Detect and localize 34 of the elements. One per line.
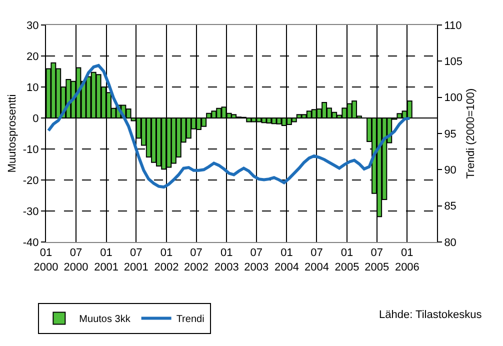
x-tick-label: 01 2004 — [274, 247, 299, 274]
y2-tick-label: 110 — [444, 20, 462, 32]
x-tick-label: 01 2002 — [154, 247, 179, 274]
x-tick-label: 01 2006 — [394, 247, 420, 274]
y-tick-label: 20 — [26, 50, 39, 63]
y2-tick-label: 100 — [444, 92, 463, 104]
y2-tick-label: 95 — [444, 128, 456, 140]
legend-label: Trendi — [176, 314, 204, 326]
y2-tick-label: 105 — [444, 56, 463, 68]
line-series — [46, 64, 412, 189]
y-tick-label: -20 — [22, 174, 39, 187]
x-tick-label: 07 2005 — [364, 247, 390, 274]
y-axis-title: Muutosprosentti — [6, 94, 19, 173]
y-tick-label: 0 — [32, 112, 39, 125]
y-tick-label: -40 — [22, 236, 39, 249]
x-tick-label: 07 2002 — [184, 247, 209, 274]
x-tick-label: 01 2005 — [334, 247, 360, 274]
x-tick-label: 07 2004 — [304, 247, 329, 274]
y-tick-label: -10 — [22, 144, 39, 156]
y2-axis-title: Trendi (2000=100) — [464, 88, 477, 179]
x-tick-label: 01 2000 — [34, 247, 58, 274]
legend-label: Muutos 3kk — [79, 314, 132, 326]
y2-tick-label: 80 — [444, 236, 456, 249]
x-tick-label: 01 2001 — [94, 247, 119, 274]
x-tick-label: 01 2003 — [214, 247, 239, 274]
y-tick-label: 10 — [26, 82, 39, 94]
y2-tick-label: 90 — [444, 164, 456, 177]
x-tick-label: 07 2000 — [64, 247, 88, 274]
x-tick-label: 07 2003 — [244, 247, 269, 274]
x-tick-label: 07 2001 — [124, 247, 148, 274]
text: Lähde: Tilastokeskus — [379, 309, 482, 321]
y-tick-label: 30 — [26, 20, 39, 32]
y-tick-label: -30 — [22, 206, 39, 218]
y2-tick-label: 85 — [444, 200, 456, 213]
